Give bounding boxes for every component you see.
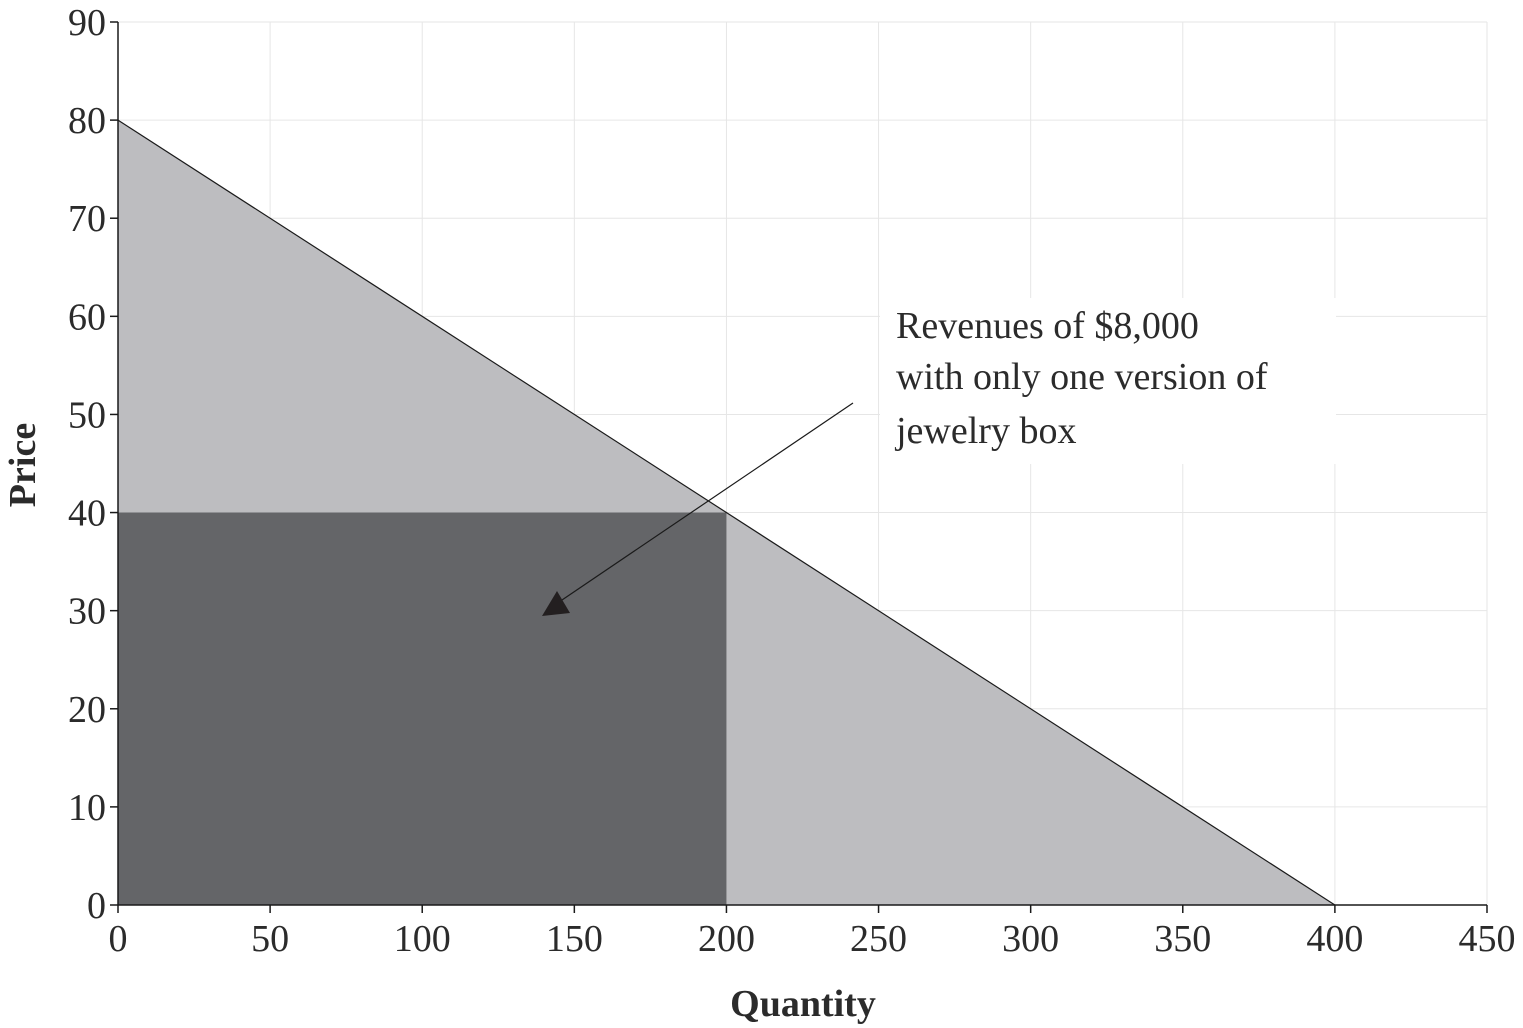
x-tick-label-350: 350 [1154,918,1211,960]
y-ticks [110,21,118,906]
x-tick-label-200: 200 [698,918,755,960]
x-tick-labels: 0 50 100 150 200 250 300 350 400 450 [109,918,1516,960]
y-tick-label-60: 60 [68,296,106,338]
y-tick-label-30: 30 [68,591,106,633]
x-tick-label-400: 400 [1306,918,1363,960]
annotation-line-1: Revenues of $8,000 [896,305,1199,347]
y-axis-title: Price [2,423,44,507]
y-tick-label-0: 0 [87,885,106,927]
x-tick-label-150: 150 [546,918,603,960]
x-tick-label-250: 250 [850,918,907,960]
y-tick-label-40: 40 [68,493,106,535]
y-tick-label-80: 80 [68,100,106,142]
annotation-box [880,298,1336,464]
revenue-area [118,512,727,905]
x-ticks [117,905,1488,913]
y-tick-labels: 0 10 20 30 40 50 60 70 80 90 [68,2,106,927]
y-tick-label-70: 70 [68,198,106,240]
annotation-arrow-line [561,402,854,601]
y-tick-label-10: 10 [68,787,106,829]
x-axis-title: Quantity [730,983,876,1025]
annotation-arrowhead [542,591,570,616]
annotation-line-2: with only one version of [896,356,1268,398]
demand-line [117,119,1336,906]
y-tick-label-90: 90 [68,2,106,44]
x-tick-label-0: 0 [109,918,128,960]
x-tick-label-300: 300 [1002,918,1059,960]
y-tick-label-20: 20 [68,689,106,731]
annotation-line-3: jewelry box [894,410,1076,452]
y-tick-label-50: 50 [68,394,106,436]
x-tick-label-100: 100 [394,918,451,960]
x-tick-label-50: 50 [251,918,289,960]
x-tick-label-450: 450 [1459,918,1516,960]
